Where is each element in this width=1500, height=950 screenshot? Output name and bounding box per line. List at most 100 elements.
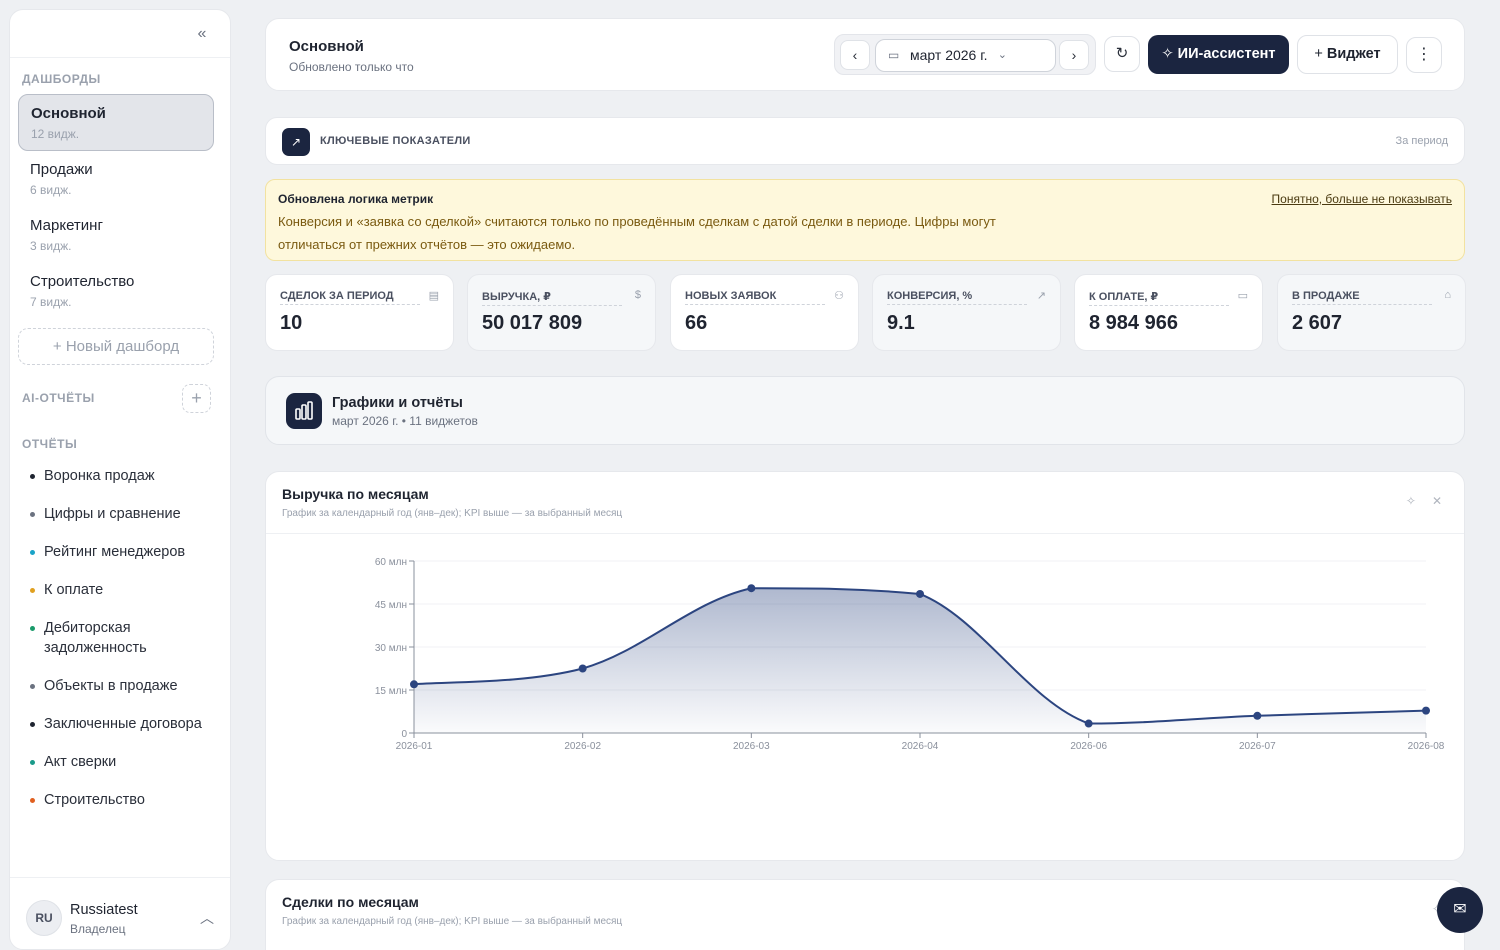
- chart-subtitle: График за календарный год (янв–дек); KPI…: [282, 508, 623, 519]
- stat-card-deals[interactable]: СДЕЛОК ЗА ПЕРИОД ▤ 10: [265, 274, 454, 351]
- x-tick-label: 2026-06: [1070, 741, 1107, 752]
- stat-card-to-pay[interactable]: К ОПЛАТЕ, ₽ ▭ 8 984 966: [1074, 274, 1263, 351]
- y-tick-label: 30 млн: [375, 643, 407, 654]
- dot-icon: [30, 722, 35, 727]
- chat-icon[interactable]: ✉: [1437, 887, 1483, 933]
- stat-card-leads[interactable]: НОВЫХ ЗАЯВОК ⚇ 66: [670, 274, 859, 351]
- report-item[interactable]: Заключенные договора: [30, 714, 220, 734]
- close-icon[interactable]: ✕: [1431, 494, 1442, 508]
- stat-card-revenue[interactable]: ВЫРУЧКА, ₽ $ 50 017 809: [467, 274, 656, 351]
- page-subtitle: Обновлено только что: [289, 60, 414, 74]
- dashboard-count: 6 видж.: [30, 183, 72, 197]
- date-label: март 2026 г.: [910, 47, 988, 63]
- data-point: [578, 664, 587, 673]
- data-point: [1253, 711, 1262, 720]
- reports-heading: ОТЧЁТЫ: [22, 437, 78, 451]
- add-ai-report-button[interactable]: +: [182, 384, 211, 413]
- report-item[interactable]: Строительство: [30, 790, 220, 810]
- bulb-icon[interactable]: ✧: [1432, 902, 1442, 916]
- date-navigator: ‹ ▭ март 2026 г. ⌄ ›: [834, 34, 1096, 75]
- stat-label: КОНВЕРСИЯ, %: [887, 290, 1027, 305]
- add-widget-label: Виджет: [1326, 46, 1381, 62]
- stat-label: ВЫРУЧКА, ₽: [482, 290, 622, 306]
- chevron-left-icon[interactable]: ‹: [840, 40, 870, 70]
- report-label: Акт сверки: [44, 754, 117, 770]
- x-tick-label: 2026-07: [1239, 741, 1276, 752]
- revenue-chart: 0 15 млн 30 млн 45 млн 60 млн 2026-01 2026-02 2…: [375, 557, 1445, 752]
- refresh-icon[interactable]: ↻: [1104, 36, 1140, 72]
- kpi-section-title: КЛЮЧЕВЫЕ ПОКАЗАТЕЛИ: [320, 135, 471, 147]
- report-item[interactable]: Воронка продаж: [30, 466, 220, 486]
- ai-assistant-button[interactable]: ✧ ИИ-ассистент: [1148, 35, 1289, 74]
- dashboard-count: 7 видж.: [30, 295, 72, 309]
- user-menu[interactable]: RU Russiatest Владелец ︿: [10, 877, 230, 950]
- dot-icon: [30, 588, 35, 593]
- kpi-period: За период: [1395, 135, 1448, 147]
- report-item[interactable]: К оплате: [30, 580, 220, 600]
- bar-chart-icon: [286, 393, 322, 429]
- sidebar: « ДАШБОРДЫ Основной 12 видж. Продажи 6 в…: [9, 9, 231, 950]
- report-item[interactable]: Дебиторская задолженность: [30, 618, 220, 658]
- chart-title: Выручка по месяцам: [282, 486, 429, 502]
- date-picker[interactable]: ▭ март 2026 г. ⌄: [875, 39, 1056, 72]
- dashboard-item-marketing[interactable]: Маркетинг 3 видж.: [18, 207, 214, 264]
- y-tick-label: 15 млн: [375, 686, 407, 697]
- sidebar-divider: [10, 57, 230, 58]
- stat-value: 8 984 966: [1089, 312, 1178, 334]
- ai-assistant-label: ИИ-ассистент: [1177, 46, 1276, 62]
- stat-label: СДЕЛОК ЗА ПЕРИОД: [280, 290, 420, 305]
- report-label: Объекты в продаже: [44, 678, 178, 694]
- stat-value: 9.1: [887, 312, 915, 334]
- new-dashboard-button[interactable]: + Новый дашборд: [18, 328, 214, 365]
- chart-actions: ✧: [1416, 902, 1442, 916]
- revenue-chart-card: Выручка по месяцам График за календарный…: [265, 471, 1465, 861]
- stat-label: К ОПЛАТЕ, ₽: [1089, 290, 1229, 306]
- stat-value: 50 017 809: [482, 312, 583, 334]
- report-label: Заключенные договора: [44, 716, 202, 732]
- report-item[interactable]: Объекты в продаже: [30, 676, 220, 696]
- user-role: Владелец: [70, 922, 126, 936]
- report-item[interactable]: Рейтинг менеджеров: [30, 542, 220, 562]
- dashboard-count: 3 видж.: [30, 239, 72, 253]
- report-item[interactable]: Цифры и сравнение: [30, 504, 220, 524]
- chart-title: Сделки по месяцам: [282, 894, 419, 910]
- notice-title: Обновлена логика метрик: [278, 192, 434, 206]
- more-vertical-icon[interactable]: ⋮: [1406, 37, 1442, 73]
- charts-section-header: Графики и отчёты март 2026 г. • 11 видже…: [265, 376, 1465, 445]
- calendar-icon: ▭: [888, 48, 900, 62]
- page-title: Основной: [289, 38, 364, 55]
- section-title: Графики и отчёты: [332, 395, 463, 411]
- kpi-section-header: ↗ КЛЮЧЕВЫЕ ПОКАЗАТЕЛИ За период: [265, 117, 1465, 165]
- x-tick-label: 2026-08: [1408, 741, 1445, 752]
- bulb-icon[interactable]: ✧: [1405, 494, 1416, 508]
- chevron-up-icon[interactable]: ︿: [200, 910, 214, 926]
- stat-label: НОВЫХ ЗАЯВОК: [685, 290, 825, 305]
- coin-icon: $: [634, 289, 641, 301]
- data-point: [916, 589, 924, 598]
- add-widget-button[interactable]: + Виджет: [1297, 35, 1398, 74]
- dashboards-heading: ДАШБОРДЫ: [22, 72, 101, 86]
- dot-icon: [30, 760, 35, 765]
- dot-icon: [30, 512, 35, 517]
- y-tick-label: 60 млн: [375, 557, 407, 568]
- stat-label: В ПРОДАЖЕ: [1292, 290, 1432, 305]
- chevron-right-icon[interactable]: ›: [1059, 40, 1089, 70]
- dashboard-item-sales[interactable]: Продажи 6 видж.: [18, 151, 214, 208]
- user-plus-icon: ⚇: [834, 290, 844, 302]
- section-subtitle: март 2026 г. • 11 виджетов: [332, 414, 478, 428]
- collapse-sidebar-icon[interactable]: «: [197, 25, 207, 42]
- ai-reports-heading: AI-ОТЧЁТЫ: [22, 391, 95, 405]
- stat-card-conversion[interactable]: КОНВЕРСИЯ, % ↗ 9.1: [872, 274, 1061, 351]
- series-area: [414, 588, 1426, 733]
- x-tick-label: 2026-02: [564, 741, 601, 752]
- dashboard-item-construction[interactable]: Строительство 7 видж.: [18, 263, 214, 320]
- report-item[interactable]: Акт сверки: [30, 752, 220, 772]
- stat-card-on-sale[interactable]: В ПРОДАЖЕ ⌂ 2 607: [1277, 274, 1466, 351]
- dashboard-item-main[interactable]: Основной 12 видж.: [18, 94, 214, 151]
- bulb-icon: ✧: [1161, 46, 1178, 62]
- dot-icon: [30, 626, 35, 631]
- data-point: [747, 584, 756, 593]
- dot-icon: [30, 474, 35, 479]
- notice-dismiss-link[interactable]: Понятно, больше не показывать: [1271, 192, 1452, 206]
- avatar: RU: [26, 900, 62, 936]
